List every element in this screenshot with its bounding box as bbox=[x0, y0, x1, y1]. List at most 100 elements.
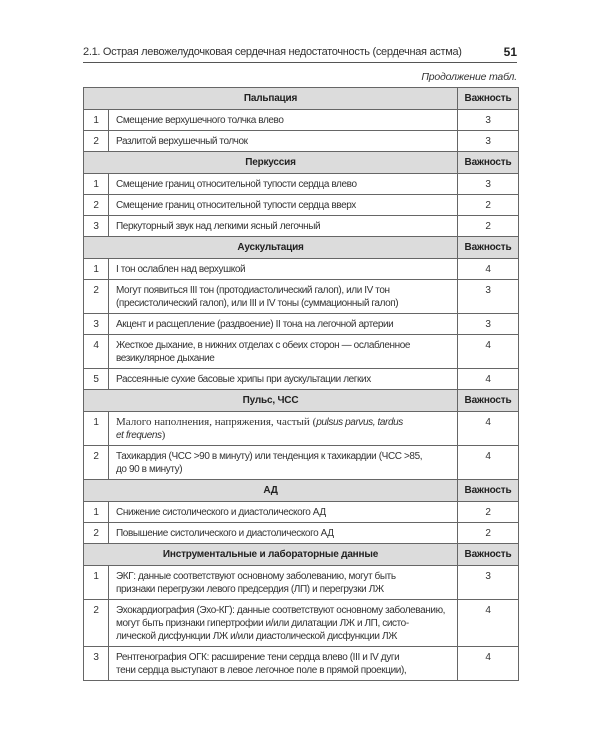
criterion-line: I тон ослаблен над верхушкой bbox=[116, 264, 246, 275]
criterion-latin: pulsus parvus, tardus bbox=[316, 417, 403, 428]
criterion-line: Перкуторный звук над легкими ясный легоч… bbox=[116, 221, 321, 232]
importance-header: Важность bbox=[457, 87, 519, 110]
row-number: 1 bbox=[83, 173, 109, 195]
row-number: 1 bbox=[83, 258, 109, 280]
table-row: 3 Рентгенография ОГК: расширение тени сер… bbox=[83, 646, 519, 681]
section-header-row: Пальпация Важность bbox=[83, 87, 519, 110]
row-number: 5 bbox=[83, 368, 109, 390]
section-title: Пульс, ЧСС bbox=[83, 389, 458, 412]
row-criterion: Акцент и расщепление (раздвоение) II тон… bbox=[108, 313, 458, 335]
row-number: 3 bbox=[83, 646, 109, 681]
criterion-line: Жесткое дыхание, в нижних отделах с обеи… bbox=[116, 340, 411, 351]
row-number: 3 bbox=[83, 215, 109, 237]
criterion-line: лической дисфункции ЛЖ и/или диастоличес… bbox=[116, 631, 397, 642]
row-importance: 4 bbox=[457, 334, 519, 369]
row-importance: 4 bbox=[457, 445, 519, 480]
row-criterion: Снижение систолического и диастолическог… bbox=[108, 501, 458, 523]
row-criterion: Разлитой верхушечный толчок bbox=[108, 130, 458, 152]
row-criterion: Жесткое дыхание, в нижних отделах с обеи… bbox=[108, 334, 458, 369]
row-criterion: Смещение границ относительной тупости се… bbox=[108, 173, 458, 195]
row-criterion: Рентгенография ОГК: расширение тени серд… bbox=[108, 646, 458, 681]
row-importance: 2 bbox=[457, 215, 519, 237]
row-criterion: Малого наполнения, напряжения, частый (p… bbox=[108, 411, 458, 446]
criterion-line: могут быть признаки гипертрофии и/или ди… bbox=[116, 618, 409, 629]
table-row: 1 Малого наполнения, напряжения, частый (… bbox=[83, 411, 519, 446]
row-criterion: Тахикардия (ЧСС >90 в минуту) или тенден… bbox=[108, 445, 458, 480]
section-header-row: Инструментальные и лабораторные данные Ва… bbox=[83, 543, 519, 566]
criterion-line: Рассеянные сухие басовые хрипы при ауску… bbox=[116, 374, 371, 385]
table-row: 5 Рассеянные сухие басовые хрипы при ауск… bbox=[83, 368, 519, 390]
row-importance: 2 bbox=[457, 501, 519, 523]
table-row: 1 Смещение границ относительной тупости с… bbox=[83, 173, 519, 195]
criterion-line: Могут появиться III тон (протодиастоличе… bbox=[116, 285, 390, 296]
table-continuation-label: Продолжение табл. bbox=[421, 71, 517, 83]
table-row: 1 Снижение систолического и диастолическо… bbox=[83, 501, 519, 523]
criterion-line: признаки перегрузки левого предсердия (Л… bbox=[116, 584, 384, 595]
row-criterion: Рассеянные сухие басовые хрипы при ауску… bbox=[108, 368, 458, 390]
row-number: 4 bbox=[83, 334, 109, 369]
criterion-line: Акцент и расщепление (раздвоение) II тон… bbox=[116, 319, 394, 330]
section-title: Пальпация bbox=[83, 87, 458, 110]
table-row: 4 Жесткое дыхание, в нижних отделах с обе… bbox=[83, 334, 519, 369]
importance-header: Важность bbox=[457, 389, 519, 412]
importance-header: Важность bbox=[457, 236, 519, 259]
section-title: АД bbox=[83, 479, 458, 502]
row-criterion: Эхокардиография (Эхо-КГ): данные соответ… bbox=[108, 599, 458, 647]
criterion-line: Смещение верхушечного толчка влево bbox=[116, 115, 284, 126]
criterion-text: Малого наполнения, напряжения, частый ( bbox=[116, 416, 317, 428]
section-header-row: Аускультация Важность bbox=[83, 236, 519, 259]
row-criterion: Перкуторный звук над легкими ясный легоч… bbox=[108, 215, 458, 237]
table-row: 2 Повышение систолического и диастолическ… bbox=[83, 522, 519, 544]
criterion-line: Эхокардиография (Эхо-КГ): данные соответ… bbox=[116, 605, 446, 616]
row-importance: 3 bbox=[457, 279, 519, 314]
importance-header: Важность bbox=[457, 543, 519, 566]
table-row: 2 Эхокардиография (Эхо-КГ): данные соотве… bbox=[83, 599, 519, 647]
table-row: 1 Смещение верхушечного толчка влево 3 bbox=[83, 109, 519, 131]
row-criterion: ЭКГ: данные соответствуют основному забо… bbox=[108, 565, 458, 600]
section-header-row: Пульс, ЧСС Важность bbox=[83, 389, 519, 412]
criterion-line: Рентгенография ОГК: расширение тени серд… bbox=[116, 652, 400, 663]
section-title: Перкуссия bbox=[83, 151, 458, 174]
row-importance: 4 bbox=[457, 599, 519, 647]
criterion-line: Смещение границ относительной тупости се… bbox=[116, 179, 357, 190]
page-number: 51 bbox=[503, 45, 517, 59]
running-head: 2.1. Острая левожелудочковая сердечная н… bbox=[83, 44, 517, 63]
table-row: 3 Акцент и расщепление (раздвоение) II то… bbox=[83, 313, 519, 335]
row-number: 2 bbox=[83, 522, 109, 544]
section-header-row: АД Важность bbox=[83, 479, 519, 502]
section-title: Аускультация bbox=[83, 236, 458, 259]
row-criterion: I тон ослаблен над верхушкой bbox=[108, 258, 458, 280]
row-importance: 3 bbox=[457, 130, 519, 152]
table-row: 2 Разлитой верхушечный толчок 3 bbox=[83, 130, 519, 152]
criterion-latin: et frequens bbox=[116, 430, 162, 441]
row-number: 2 bbox=[83, 194, 109, 216]
section-header-row: Перкуссия Важность bbox=[83, 151, 519, 174]
row-number: 1 bbox=[83, 109, 109, 131]
criterion-line: везикулярное дыхание bbox=[116, 353, 215, 364]
criterion-line: Малого наполнения, напряжения, частый (p… bbox=[116, 416, 455, 429]
row-importance: 4 bbox=[457, 646, 519, 681]
criterion-line: et frequens) bbox=[116, 429, 455, 442]
row-importance: 3 bbox=[457, 109, 519, 131]
section-title: Инструментальные и лабораторные данные bbox=[83, 543, 458, 566]
criterion-line: ЭКГ: данные соответствуют основному забо… bbox=[116, 571, 396, 582]
row-number: 2 bbox=[83, 279, 109, 314]
importance-header: Важность bbox=[457, 479, 519, 502]
criterion-line: до 90 в минуту) bbox=[116, 464, 183, 475]
table-row: 1 I тон ослаблен над верхушкой 4 bbox=[83, 258, 519, 280]
table-row: 1 ЭКГ: данные соответствуют основному заб… bbox=[83, 565, 519, 600]
table-row: 2 Смещение границ относительной тупости с… bbox=[83, 194, 519, 216]
row-importance: 4 bbox=[457, 411, 519, 446]
criterion-line: (пресистолический галоп), или III и IV т… bbox=[116, 298, 399, 309]
row-number: 2 bbox=[83, 599, 109, 647]
row-importance: 4 bbox=[457, 368, 519, 390]
criterion-line: тени сердца выступают в левое легочное п… bbox=[116, 665, 407, 676]
row-number: 1 bbox=[83, 411, 109, 446]
row-importance: 3 bbox=[457, 173, 519, 195]
criterion-line: Снижение систолического и диастолическог… bbox=[116, 507, 326, 518]
criterion-line: Повышение систолического и диастолическо… bbox=[116, 528, 334, 539]
row-number: 1 bbox=[83, 565, 109, 600]
row-number: 2 bbox=[83, 445, 109, 480]
chapter-title: 2.1. Острая левожелудочковая сердечная н… bbox=[83, 46, 462, 58]
row-number: 3 bbox=[83, 313, 109, 335]
